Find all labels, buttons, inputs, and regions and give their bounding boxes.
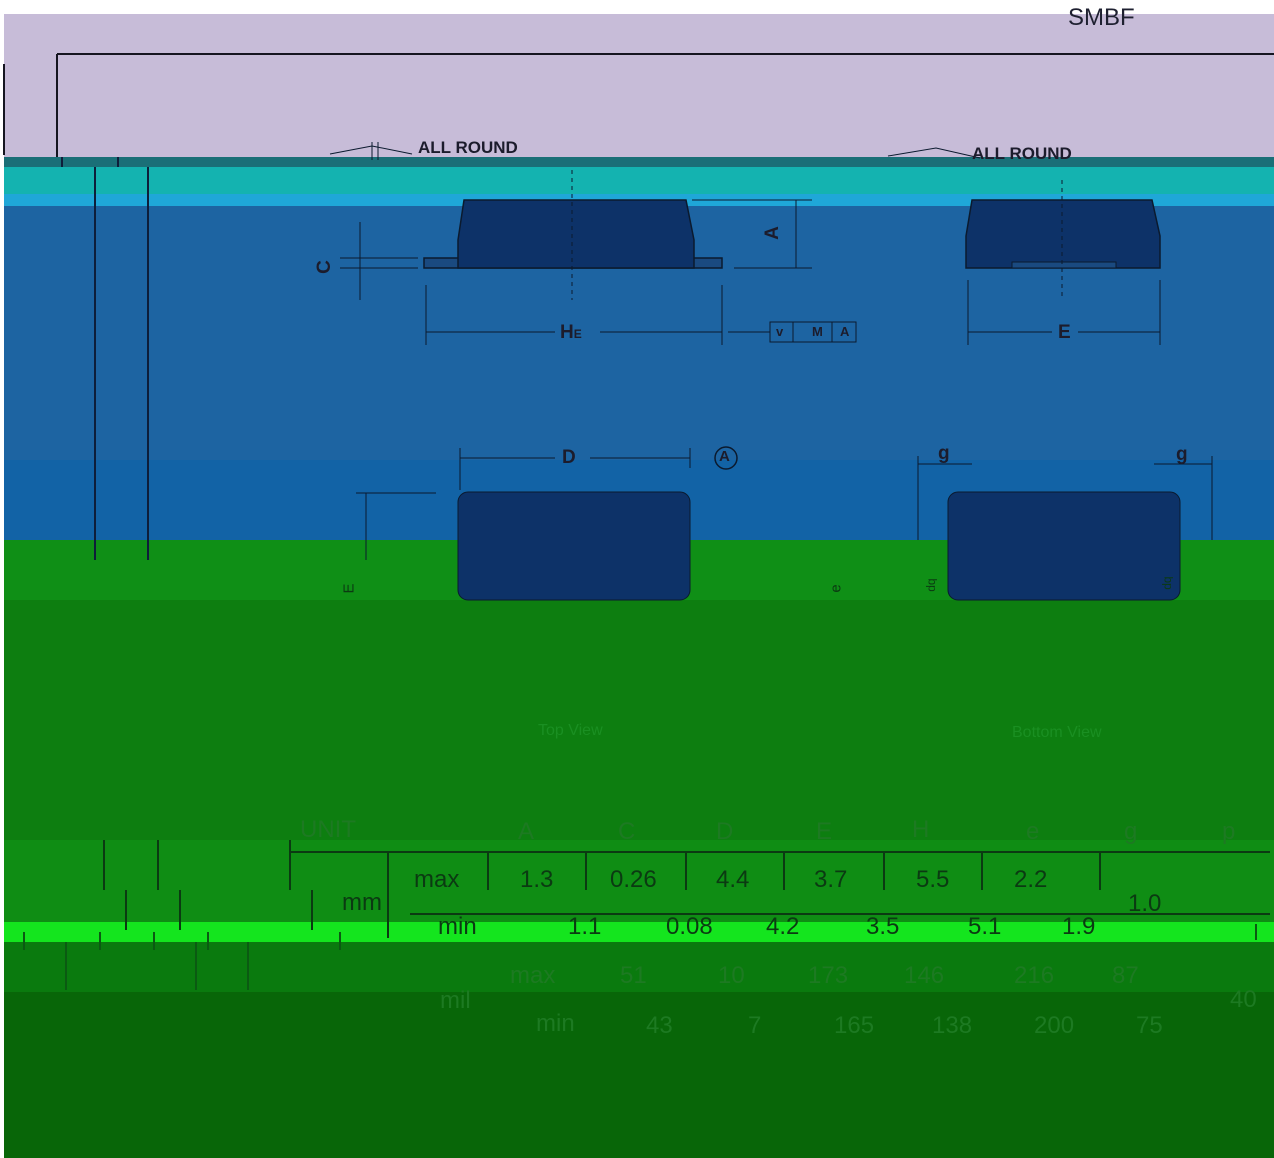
datum-label-A: A <box>719 448 730 465</box>
table-header-e: e <box>1026 818 1040 845</box>
table-mil-max-label: max <box>510 962 556 989</box>
band-dark-teal <box>4 157 1274 167</box>
all-round-label-left: ALL ROUND <box>418 138 518 157</box>
table-mm-max-HE: 5.5 <box>916 866 950 893</box>
table-mil-max-D: 173 <box>808 962 849 989</box>
table-mm-max-e: 2.2 <box>1014 866 1048 893</box>
package-title: SMBF <box>1068 4 1135 31</box>
dim-label-g-right: g <box>1176 444 1188 465</box>
table-mil-max-HE: 216 <box>1014 962 1055 989</box>
frame-verticals <box>61 157 149 560</box>
table-mm-min-E: 3.5 <box>866 913 900 940</box>
table-mm-max-D: 4.4 <box>716 866 750 893</box>
dim-label-bp-left: bp <box>925 578 940 592</box>
table-mil-min-HE: 200 <box>1034 1012 1075 1039</box>
table-mm-min-D: 4.2 <box>766 913 800 940</box>
dim-label-HE-sub: E <box>573 327 582 341</box>
dim-label-D: D <box>562 447 576 468</box>
table-grid <box>103 840 1270 938</box>
dim-label-HE: HE <box>560 322 582 344</box>
table-mm-min-HE: 5.1 <box>968 913 1002 940</box>
band-lavender <box>4 14 1274 157</box>
band-bright-green <box>4 922 1274 942</box>
table-header-A: A <box>518 818 535 845</box>
top-view-drawing <box>356 446 738 601</box>
tolerance-cell-1: v <box>776 324 784 339</box>
all-round-label-right: ALL ROUND <box>972 144 1072 163</box>
table-unit-mm: mm <box>342 889 382 916</box>
drawing-frame <box>3 53 1274 157</box>
table-mm-max-A: 1.3 <box>520 866 554 893</box>
table-mil-max-e: 87 <box>1112 962 1139 989</box>
top-view-caption: Top View <box>538 722 603 739</box>
table-mm-min-e: 1.9 <box>1062 913 1096 940</box>
table-mm-min-A: 1.1 <box>568 913 602 940</box>
band-green-bottom <box>4 992 1274 1158</box>
table-mil-min-E: 138 <box>932 1012 973 1039</box>
dim-label-HE-main: H <box>560 322 574 343</box>
table-header-unit: UNIT <box>300 816 356 843</box>
tolerance-cell-2: M <box>812 324 823 339</box>
dim-label-e: e <box>827 584 845 593</box>
table-mil-min-e: 75 <box>1136 1012 1163 1039</box>
dim-label-A: A <box>761 226 783 240</box>
band-green-mid <box>4 840 1274 922</box>
table-mm-g: 1.0 <box>1128 890 1162 917</box>
table-mil-min-D: 165 <box>834 1012 875 1039</box>
table-header-C: C <box>618 818 636 845</box>
band-green-low <box>4 942 1274 992</box>
dim-label-bp-right: bp <box>1161 576 1176 590</box>
table-mm-max-E: 3.7 <box>814 866 848 893</box>
table-mil-g: 40 <box>1230 986 1257 1013</box>
tolerance-cell-3: A <box>840 324 850 339</box>
band-green-dark <box>4 600 1274 840</box>
table-header-p: p <box>1222 818 1236 845</box>
dim-label-E-side: E <box>340 583 358 594</box>
table-mm-min-label: min <box>438 913 477 940</box>
table-header-g: g <box>1124 818 1138 845</box>
dim-label-C: C <box>313 260 335 274</box>
table-mil-max-C: 10 <box>718 962 745 989</box>
table-header-HE: H <box>912 816 930 843</box>
table-mil-max-E: 146 <box>904 962 945 989</box>
table-mm-min-C: 0.08 <box>666 913 713 940</box>
side-view-left <box>329 142 857 345</box>
table-mm-max-label: max <box>414 866 460 893</box>
table-mm-max-C: 0.26 <box>610 866 657 893</box>
side-view-right <box>887 147 1161 345</box>
table-grid-lower <box>23 924 1257 990</box>
table-mil-max-A: 51 <box>620 962 647 989</box>
dim-label-E: E <box>1058 322 1071 343</box>
table-mil-min-C: 7 <box>748 1012 762 1039</box>
table-header-D: D <box>716 818 734 845</box>
dim-label-g-left: g <box>938 443 950 464</box>
table-mil-min-A: 43 <box>646 1012 673 1039</box>
bottom-view-drawing <box>917 456 1213 601</box>
table-mil-min-label: min <box>536 1010 575 1037</box>
bottom-view-caption: Bottom View <box>1012 724 1102 741</box>
table-header-E: E <box>816 818 833 845</box>
table-unit-mil: mil <box>440 987 471 1014</box>
